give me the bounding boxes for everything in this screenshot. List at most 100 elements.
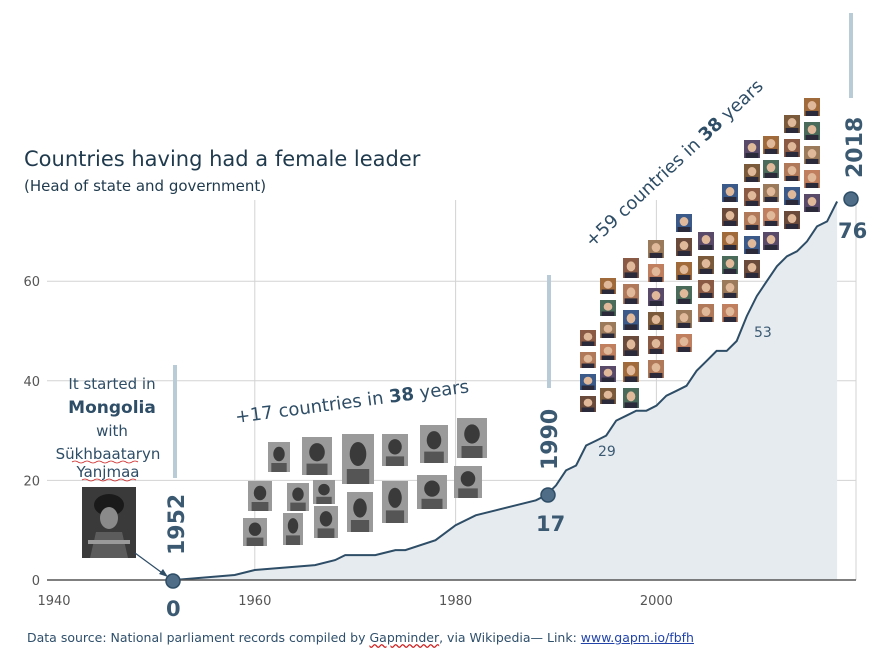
leader-portrait (342, 434, 374, 484)
pointer-arrow (134, 552, 166, 576)
leader-portrait (600, 344, 616, 360)
y-tick-label: 20 (23, 474, 40, 489)
footer-middle: , via Wikipedia— Link: (439, 630, 581, 645)
leader-portrait (648, 240, 664, 258)
leader-portrait (676, 214, 692, 232)
leader-portrait (420, 425, 448, 463)
leader-portrait (623, 258, 639, 278)
leader-portrait (580, 374, 596, 390)
portraits-1990-2018 (580, 98, 820, 412)
start-line-2: Mongolia (68, 398, 156, 418)
leader-portrait (784, 163, 800, 181)
x-tick-label: 1940 (37, 594, 70, 609)
x-tick-label: 2000 (640, 594, 673, 609)
portrait-yanjmaa (82, 487, 136, 558)
cumulative-line (174, 201, 838, 581)
x-tick-label: 1960 (238, 594, 271, 609)
footer-gapminder: Gapminder (369, 630, 440, 645)
leader-portrait (784, 211, 800, 229)
leader-portrait (314, 506, 338, 538)
marker-bar-1952 (173, 365, 177, 478)
leader-portrait (804, 98, 820, 116)
leader-portrait (722, 184, 738, 202)
leader-portrait (676, 238, 692, 256)
leader-portrait (623, 362, 639, 382)
year-label-1952: 1952 (165, 494, 190, 555)
leader-portrait (648, 360, 664, 378)
leader-portrait (763, 136, 779, 154)
footer-link[interactable]: www.gapm.io/fbfh (580, 630, 694, 645)
leader-portrait (417, 475, 447, 509)
leader-portrait (676, 286, 692, 304)
chart-title: Countries having had a female leader (24, 147, 421, 171)
leader-portrait (744, 188, 760, 206)
leader-portrait (648, 264, 664, 282)
start-line-5: Yanjmaa (76, 463, 140, 481)
leader-portrait (744, 212, 760, 230)
leader-portrait (268, 442, 290, 472)
leader-portrait (722, 232, 738, 250)
leader-portrait (600, 388, 616, 404)
leader-portrait (744, 260, 760, 278)
leader-portrait (580, 396, 596, 412)
leader-portrait (623, 284, 639, 304)
leader-portrait (382, 481, 408, 523)
footer-prefix: Data source: National parliament records… (27, 630, 370, 645)
marker-bar-1990 (547, 275, 551, 388)
point-2018 (843, 191, 859, 207)
leader-portrait (623, 388, 639, 408)
leader-portrait (763, 184, 779, 202)
year-label-1990: 1990 (538, 409, 563, 470)
leader-portrait (676, 334, 692, 352)
value-label-2018: 76 (838, 219, 867, 243)
leader-portrait (600, 300, 616, 316)
y-tick-label: 40 (23, 375, 40, 390)
leader-portrait (248, 481, 272, 511)
leader-portrait (648, 336, 664, 354)
value-label-1990: 17 (536, 512, 565, 536)
leader-portrait (313, 480, 335, 504)
y-tick-label: 0 (32, 574, 40, 589)
leader-portrait (580, 330, 596, 346)
curve-label-53: 53 (754, 325, 772, 341)
leader-portrait (698, 304, 714, 322)
point-1952 (165, 573, 181, 589)
leader-portrait (744, 140, 760, 158)
leader-portrait (623, 336, 639, 356)
leader-portrait (722, 208, 738, 226)
point-1990 (540, 487, 556, 503)
y-tick-labels: 0 20 40 60 (23, 275, 40, 589)
leader-portrait (600, 366, 616, 382)
leader-portrait (784, 187, 800, 205)
leader-portrait (454, 466, 482, 498)
leader-portrait (784, 115, 800, 133)
start-line-3: with (96, 422, 128, 440)
leader-portrait (302, 437, 332, 475)
marker-bar-2018 (849, 13, 853, 98)
leader-portrait (804, 170, 820, 188)
pointer-arrowhead (159, 569, 168, 577)
leader-portrait (763, 232, 779, 250)
growth-annotation-1: +17 countries in 38 years (234, 376, 470, 428)
data-source-footer: Data source: National parliament records… (27, 630, 694, 645)
leader-portrait (600, 322, 616, 338)
leader-portrait (804, 122, 820, 140)
leader-portrait (347, 492, 373, 532)
leader-portrait (243, 518, 267, 546)
leader-portrait (698, 256, 714, 274)
leader-portrait (698, 280, 714, 298)
growth-annotation-2: +59 countries in 38 years (581, 76, 768, 252)
start-annotation: It started in Mongolia with Sükhbaataryn… (56, 375, 160, 482)
leader-portrait (722, 304, 738, 322)
leader-portrait (698, 232, 714, 250)
x-tick-labels: 1940 1960 1980 2000 (37, 594, 672, 609)
cumulative-area (174, 201, 838, 580)
leader-portrait (382, 434, 408, 466)
leader-portrait (744, 164, 760, 182)
chart-subtitle: (Head of state and government) (24, 177, 266, 195)
leader-portrait (287, 483, 309, 511)
leader-portrait (623, 310, 639, 330)
leader-portrait (676, 310, 692, 328)
leader-portrait (648, 288, 664, 306)
leader-portrait (763, 160, 779, 178)
